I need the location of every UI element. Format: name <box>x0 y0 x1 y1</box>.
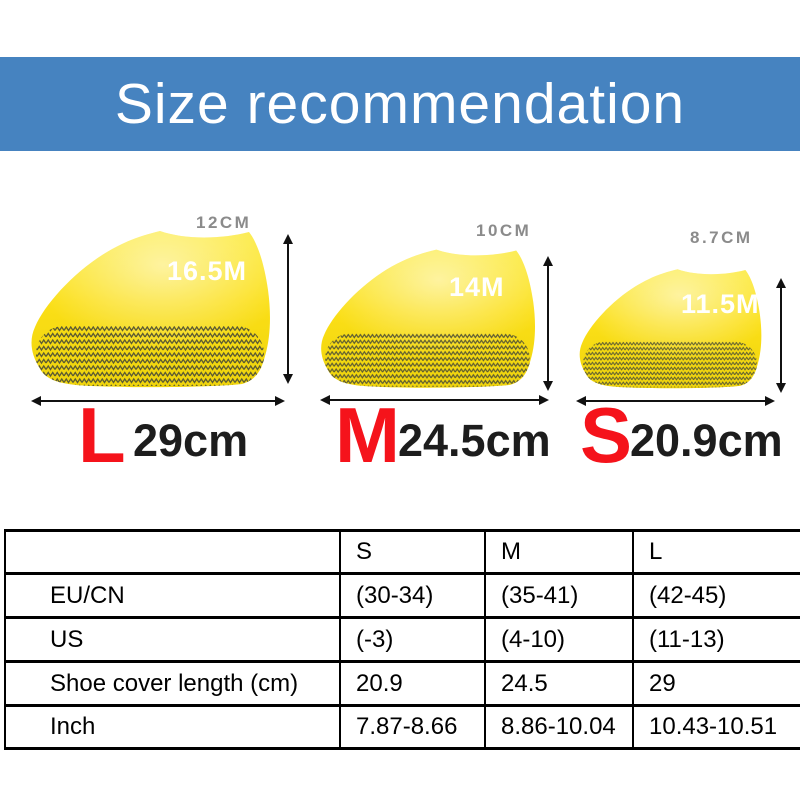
table-cell: (-3) <box>339 616 485 662</box>
length-label-s: 20.9cm <box>630 415 783 466</box>
table-header-cell <box>4 529 340 574</box>
size-letter-s: S <box>580 391 633 479</box>
table-row: US (-3) (4-10) (11-13) <box>4 616 800 662</box>
shoe-cover-image-l <box>28 228 280 392</box>
row-label: US <box>4 616 340 662</box>
length-label-m: 24.5cm <box>398 415 551 466</box>
page-title: Size recommendation <box>114 72 686 136</box>
table-cell: 24.5 <box>484 660 633 706</box>
table-row: EU/CN (30-34) (35-41) (42-45) <box>4 572 800 618</box>
length-arrow-icon-m <box>320 395 549 405</box>
table-cell: (4-10) <box>484 616 633 662</box>
height-arrow-icon-s <box>776 278 786 393</box>
length-arrow-icon-s <box>576 396 775 406</box>
table-cell: 29 <box>632 660 800 706</box>
table-cell: 20.9 <box>339 660 485 706</box>
table-header-cell: M <box>484 529 633 574</box>
shoe-cover-image-m <box>318 247 544 392</box>
table-header-row: S M L <box>4 529 800 574</box>
row-label: EU/CN <box>4 572 340 618</box>
size-letter-m: M <box>335 391 400 479</box>
table-cell: 8.86-10.04 <box>484 704 633 750</box>
size-table: S M L EU/CN (30-34) (35-41) (42-45) US (… <box>4 529 800 750</box>
table-cell: (35-41) <box>484 572 633 618</box>
shoe-cover-image-s <box>577 267 769 392</box>
length-label-l: 29cm <box>133 415 249 466</box>
table-header-cell: L <box>632 529 800 574</box>
table-cell: 10.43-10.51 <box>632 704 800 750</box>
table-cell: (42-45) <box>632 572 800 618</box>
table-cell: 7.87-8.66 <box>339 704 485 750</box>
height-arrow-icon-l <box>283 234 293 384</box>
table-row: Shoe cover length (cm) 20.9 24.5 29 <box>4 660 800 706</box>
table-cell: (11-13) <box>632 616 800 662</box>
shaft-height-label-l: 12CM <box>196 213 252 232</box>
title-banner: Size recommendation <box>0 57 800 151</box>
length-arrow-icon-l <box>31 396 285 406</box>
mold-marking-m: 14M <box>449 272 505 302</box>
table-row: Inch 7.87-8.66 8.86-10.04 10.43-10.51 <box>4 704 800 750</box>
row-label: Inch <box>4 704 340 750</box>
table-header-cell: S <box>339 529 485 574</box>
mold-marking-l: 16.5M <box>167 256 248 286</box>
mold-marking-s: 11.5M <box>681 289 760 319</box>
shaft-height-label-m: 10CM <box>476 221 532 240</box>
table-cell: (30-34) <box>339 572 485 618</box>
shaft-height-label-s: 8.7CM <box>690 228 753 247</box>
height-arrow-icon-m <box>543 256 553 391</box>
row-label: Shoe cover length (cm) <box>4 660 340 706</box>
size-letter-l: L <box>78 391 126 479</box>
